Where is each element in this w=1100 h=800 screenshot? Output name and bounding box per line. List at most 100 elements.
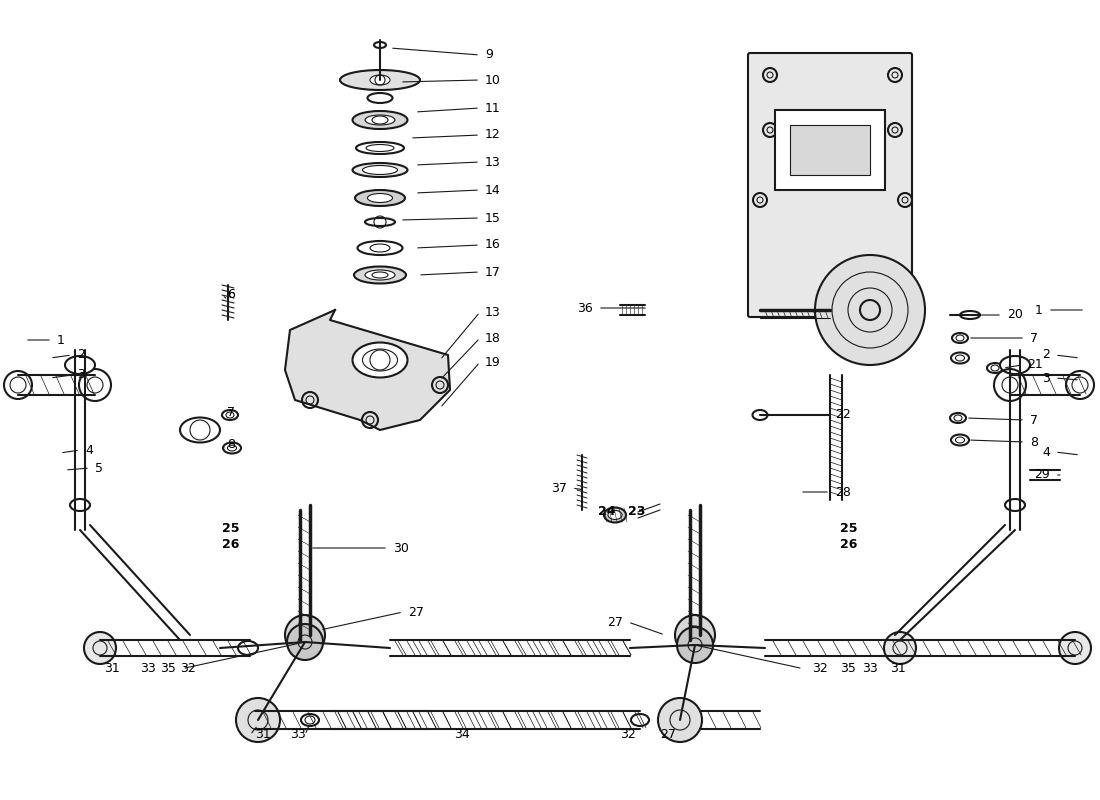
Ellipse shape	[222, 410, 238, 420]
Text: 33: 33	[140, 662, 156, 674]
Ellipse shape	[952, 353, 969, 363]
Ellipse shape	[956, 355, 965, 361]
FancyBboxPatch shape	[748, 53, 912, 317]
Ellipse shape	[65, 356, 95, 374]
Ellipse shape	[372, 272, 388, 278]
Circle shape	[1059, 632, 1091, 664]
Bar	[790, 125, 870, 175]
Ellipse shape	[226, 412, 234, 418]
Text: 27: 27	[660, 729, 675, 742]
Text: 35: 35	[161, 662, 176, 674]
Ellipse shape	[352, 342, 407, 378]
Ellipse shape	[370, 75, 390, 85]
Ellipse shape	[180, 418, 220, 442]
Text: 8: 8	[227, 438, 235, 451]
Ellipse shape	[228, 445, 236, 451]
Ellipse shape	[960, 311, 980, 319]
Text: 10: 10	[485, 74, 501, 86]
Text: 15: 15	[485, 211, 501, 225]
Text: 11: 11	[485, 102, 501, 114]
Ellipse shape	[954, 415, 962, 421]
Ellipse shape	[991, 365, 999, 371]
Text: 29: 29	[1034, 469, 1050, 482]
Text: 26: 26	[222, 538, 240, 551]
Text: 2: 2	[1042, 349, 1050, 362]
Ellipse shape	[952, 434, 969, 446]
Text: 34: 34	[454, 729, 470, 742]
Ellipse shape	[363, 349, 397, 371]
Text: 33: 33	[862, 662, 878, 674]
Text: 24: 24	[598, 505, 616, 518]
Text: 1: 1	[57, 334, 65, 346]
Text: 23: 23	[628, 505, 646, 518]
Ellipse shape	[752, 410, 768, 420]
Circle shape	[658, 698, 702, 742]
Ellipse shape	[358, 241, 403, 255]
Text: 19: 19	[485, 355, 501, 369]
Ellipse shape	[956, 437, 965, 443]
Ellipse shape	[372, 116, 388, 124]
Text: 3: 3	[1042, 371, 1050, 385]
Ellipse shape	[367, 194, 393, 202]
Text: 22: 22	[835, 409, 850, 422]
Ellipse shape	[952, 333, 968, 343]
Bar	[776, 110, 886, 190]
Text: 2: 2	[77, 349, 85, 362]
Ellipse shape	[950, 413, 966, 423]
Text: 21: 21	[1027, 358, 1043, 371]
Text: 20: 20	[1006, 309, 1023, 322]
Ellipse shape	[223, 442, 241, 454]
Text: 26: 26	[840, 538, 857, 551]
Text: 28: 28	[835, 486, 851, 498]
Text: 25: 25	[840, 522, 858, 535]
Circle shape	[815, 255, 925, 365]
Ellipse shape	[365, 115, 395, 125]
Ellipse shape	[305, 716, 315, 724]
Circle shape	[884, 632, 916, 664]
Text: 12: 12	[485, 129, 501, 142]
Text: 7: 7	[227, 406, 235, 418]
Text: 9: 9	[485, 49, 493, 62]
Text: 17: 17	[485, 266, 501, 278]
Text: 27: 27	[607, 615, 623, 629]
Text: 31: 31	[255, 729, 271, 742]
Text: 27: 27	[408, 606, 424, 618]
Ellipse shape	[631, 714, 649, 726]
Ellipse shape	[354, 266, 406, 283]
Ellipse shape	[301, 714, 319, 726]
Text: 32: 32	[180, 662, 196, 674]
Ellipse shape	[352, 163, 407, 177]
Text: 4: 4	[85, 443, 92, 457]
Ellipse shape	[1005, 499, 1025, 511]
Text: 18: 18	[485, 331, 501, 345]
Ellipse shape	[367, 93, 393, 103]
Circle shape	[236, 698, 280, 742]
Text: 7: 7	[1030, 331, 1038, 345]
Text: 36: 36	[578, 302, 593, 314]
Circle shape	[285, 615, 324, 655]
Text: 8: 8	[1030, 435, 1038, 449]
Ellipse shape	[365, 270, 395, 280]
Text: 35: 35	[840, 662, 856, 674]
Circle shape	[287, 624, 323, 660]
Ellipse shape	[352, 111, 407, 129]
Text: 30: 30	[393, 542, 409, 554]
Text: 16: 16	[485, 238, 501, 251]
Circle shape	[675, 615, 715, 655]
Text: 13: 13	[485, 155, 501, 169]
Text: 4: 4	[1042, 446, 1050, 458]
Text: 33: 33	[290, 729, 306, 742]
Ellipse shape	[956, 335, 964, 341]
Text: 31: 31	[104, 662, 120, 674]
Ellipse shape	[355, 190, 405, 206]
Ellipse shape	[365, 218, 395, 226]
Circle shape	[676, 627, 713, 663]
Text: 1: 1	[1035, 303, 1043, 317]
Ellipse shape	[238, 641, 258, 655]
Circle shape	[84, 632, 116, 664]
Ellipse shape	[604, 507, 626, 522]
Text: 31: 31	[890, 662, 906, 674]
Text: 32: 32	[812, 662, 828, 674]
Ellipse shape	[608, 510, 622, 519]
Text: 13: 13	[485, 306, 501, 318]
